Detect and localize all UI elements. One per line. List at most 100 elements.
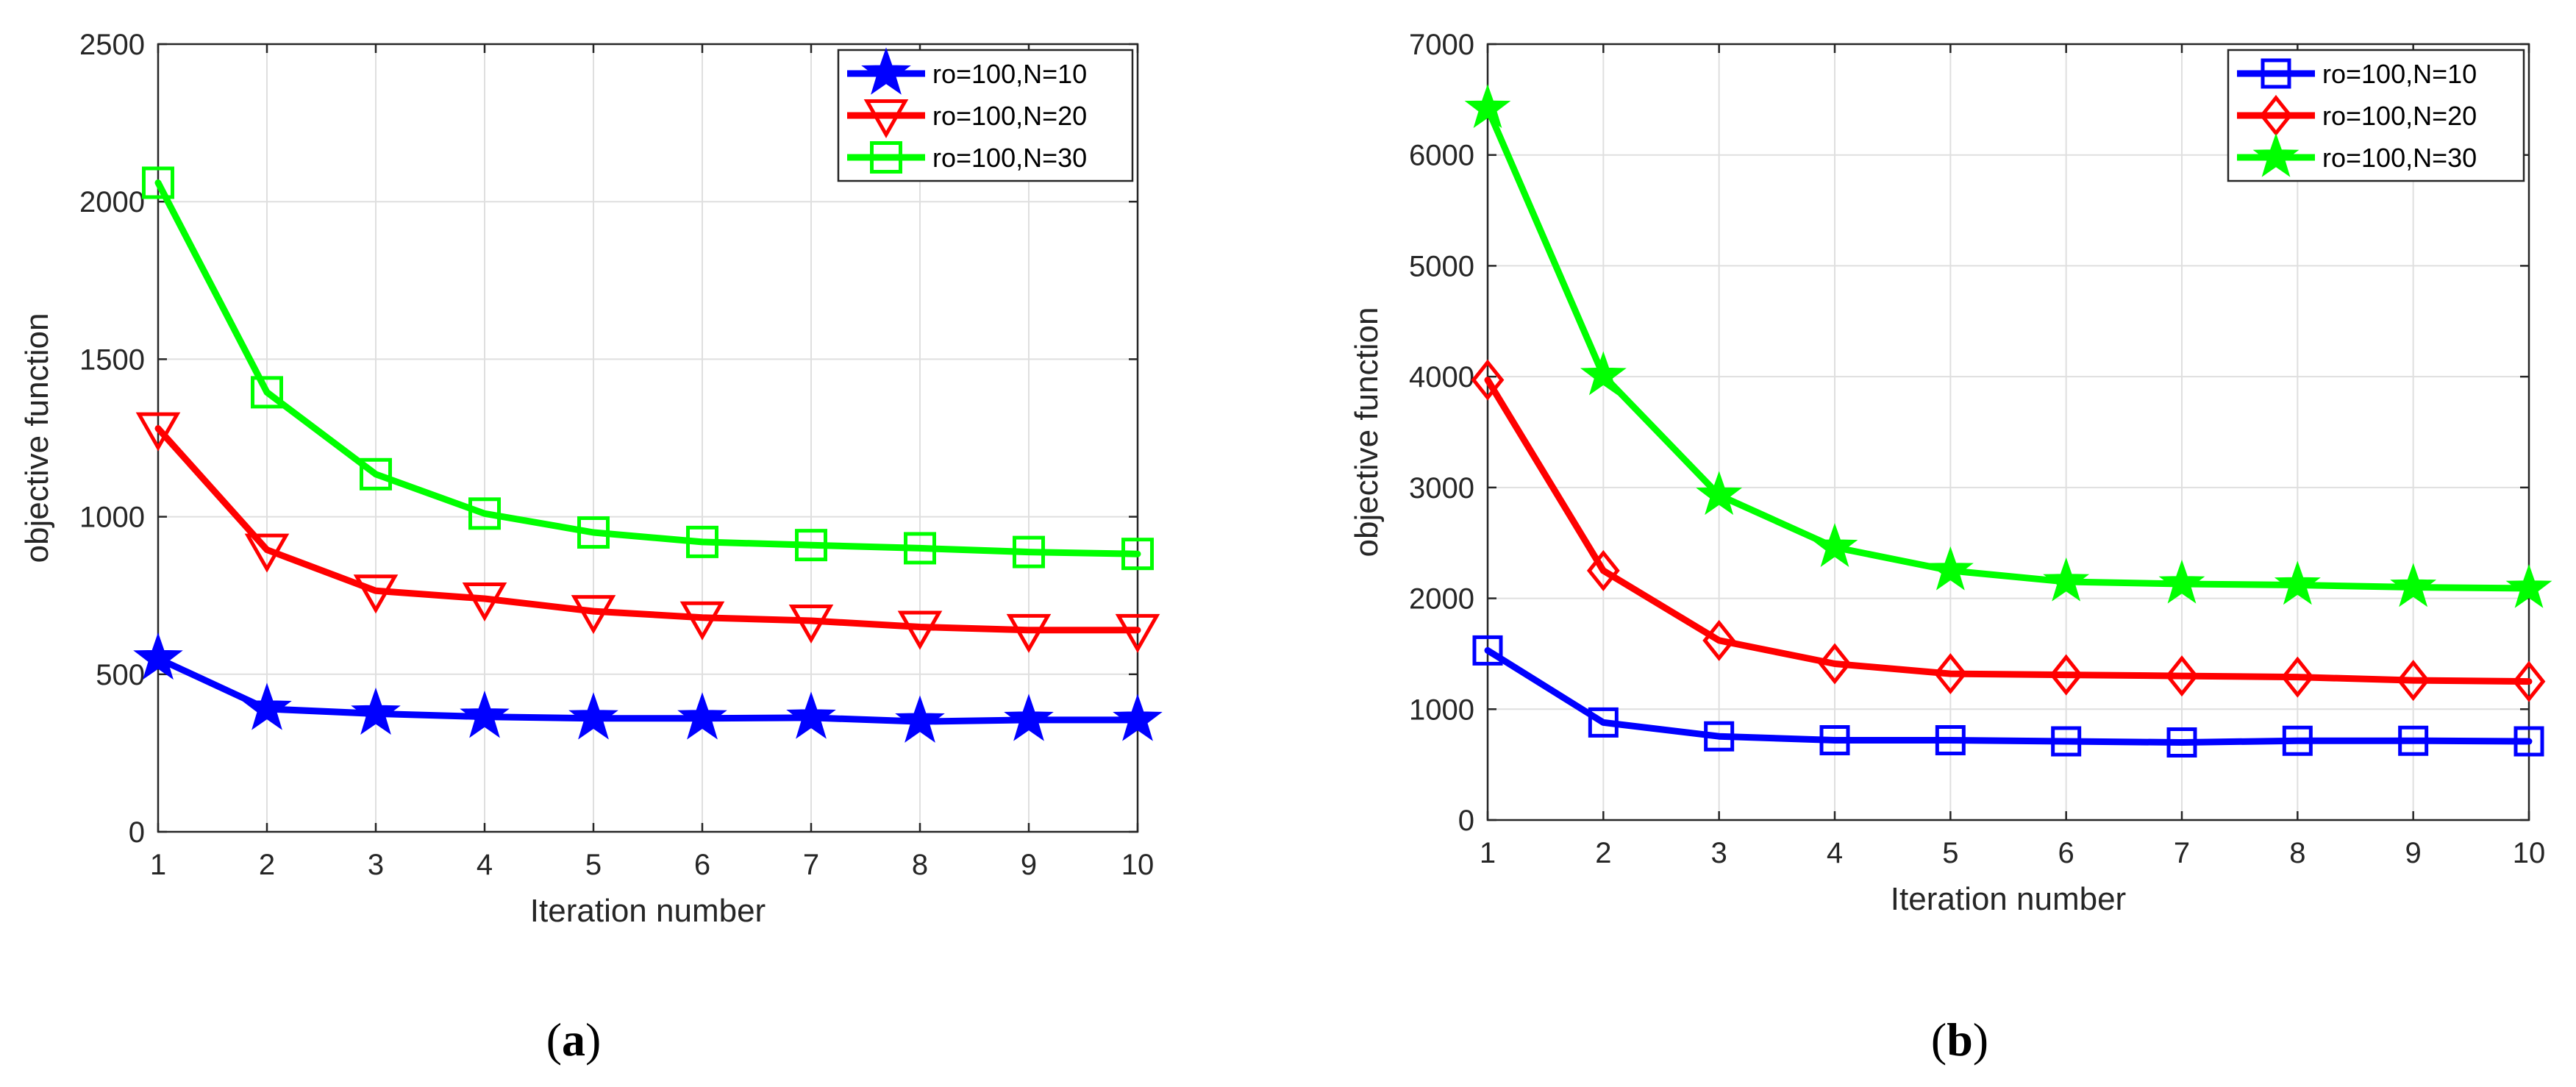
legend-item: ro=100,N=10 bbox=[847, 47, 1087, 95]
data-point bbox=[2390, 563, 2437, 607]
data-point bbox=[2165, 655, 2199, 697]
data-point bbox=[360, 457, 392, 491]
data-point bbox=[686, 525, 718, 558]
y-tick-label: 7000 bbox=[1409, 29, 1474, 61]
legend-marker bbox=[870, 141, 902, 174]
y-tick-label: 500 bbox=[96, 659, 145, 691]
data-point bbox=[795, 529, 827, 562]
data-point bbox=[462, 582, 507, 622]
data-point bbox=[2512, 660, 2546, 702]
x-tick-label: 7 bbox=[803, 849, 819, 881]
data-point bbox=[897, 610, 943, 650]
x-tick-label: 5 bbox=[1942, 837, 1958, 869]
data-point bbox=[577, 516, 610, 549]
chart-panel-a: 1 2 3 4 5 6 7 8 9 10 0 500 1000 1500 2000 2500 Iteration… bbox=[19, 29, 1163, 1066]
data-point bbox=[242, 683, 292, 730]
x-tick-label: 7 bbox=[2174, 837, 2190, 869]
data-point bbox=[1704, 721, 1735, 752]
y-tick-label: 2000 bbox=[79, 186, 145, 218]
data-point bbox=[2051, 726, 2082, 757]
series-line bbox=[1484, 646, 2533, 746]
data-point bbox=[2397, 660, 2430, 702]
axes-box bbox=[1486, 43, 2530, 822]
x-tick-label: 3 bbox=[368, 849, 384, 881]
data-point bbox=[468, 497, 501, 530]
x-tick-label: 1 bbox=[1480, 837, 1496, 869]
data-point bbox=[1933, 653, 1967, 695]
data-point bbox=[568, 692, 618, 740]
legend-label: ro=100,N=10 bbox=[932, 59, 1087, 89]
series-1 bbox=[133, 632, 1163, 743]
y-tick-label: 1000 bbox=[79, 502, 145, 534]
data-point bbox=[1013, 535, 1045, 569]
data-point bbox=[2049, 654, 2083, 696]
legend: ro=100,N=10 ro=100,N=20 ro=100,N=30 bbox=[837, 47, 1134, 182]
legend: ro=100,N=10 ro=100,N=20 ro=100,N=30 bbox=[2227, 49, 2525, 182]
series-line bbox=[154, 425, 1141, 634]
series-line bbox=[1484, 377, 2533, 685]
data-point bbox=[788, 604, 834, 644]
legend-label: ro=100,N=10 bbox=[2322, 59, 2477, 89]
legend-item: ro=100,N=30 bbox=[847, 141, 1087, 174]
legend-label: ro=100,N=30 bbox=[2322, 143, 2477, 173]
x-tick-label: 8 bbox=[2289, 837, 2305, 869]
legend-label: ro=100,N=30 bbox=[932, 143, 1087, 173]
x-tick-label: 10 bbox=[2513, 837, 2546, 869]
panel-caption-letter: b bbox=[1947, 1013, 1973, 1066]
data-point bbox=[1121, 538, 1154, 571]
data-point bbox=[1702, 619, 1736, 661]
data-point bbox=[786, 691, 836, 739]
data-point bbox=[1588, 707, 1619, 738]
x-tick-label: 4 bbox=[477, 849, 493, 881]
data-point bbox=[2274, 560, 2321, 605]
legend-label: ro=100,N=20 bbox=[932, 101, 1087, 131]
legend-item: ro=100,N=10 bbox=[2237, 58, 2477, 89]
legend-marker bbox=[863, 99, 909, 139]
data-point bbox=[142, 166, 174, 199]
data-point bbox=[2043, 557, 2090, 602]
series-2 bbox=[135, 412, 1160, 653]
panel-caption: (b) bbox=[1931, 1013, 1988, 1066]
series-2 bbox=[1471, 359, 2546, 702]
legend-label: ro=100,N=20 bbox=[2322, 101, 2477, 131]
data-point bbox=[1115, 613, 1160, 653]
series-line bbox=[154, 179, 1141, 557]
data-point bbox=[251, 376, 283, 409]
y-axis-label: objective function bbox=[1349, 307, 1385, 557]
data-point bbox=[2280, 656, 2314, 698]
data-point bbox=[2513, 726, 2544, 757]
data-point bbox=[1006, 613, 1052, 653]
legend-item: ro=100,N=20 bbox=[2237, 94, 2477, 137]
series-1 bbox=[1472, 635, 2544, 758]
panel-caption-letter: a bbox=[562, 1013, 585, 1066]
data-point bbox=[133, 632, 183, 680]
x-tick-label: 10 bbox=[1121, 849, 1155, 881]
x-tick-label: 8 bbox=[912, 849, 928, 881]
y-tick-label: 1500 bbox=[79, 343, 145, 376]
y-tick-label: 0 bbox=[129, 816, 145, 849]
data-point bbox=[351, 687, 401, 735]
chart-panel-b: 1 2 3 4 5 6 7 8 9 10 0 1000 2000 3000 4000 5000 6000 7000… bbox=[1349, 29, 2552, 1066]
data-point bbox=[677, 692, 727, 740]
x-tick-label: 2 bbox=[259, 849, 275, 881]
series-line bbox=[154, 655, 1141, 725]
y-axis-label: objective function bbox=[19, 313, 55, 563]
legend-marker bbox=[861, 47, 911, 95]
data-point bbox=[1580, 351, 1627, 396]
data-point bbox=[244, 533, 290, 573]
axes-box bbox=[157, 43, 1139, 833]
y-tick-label: 2500 bbox=[79, 29, 145, 61]
y-tick-label: 4000 bbox=[1409, 361, 1474, 393]
data-point bbox=[1004, 694, 1054, 741]
data-point bbox=[1818, 643, 1852, 685]
x-tick-label: 3 bbox=[1711, 837, 1727, 869]
data-point bbox=[571, 595, 616, 635]
data-point bbox=[1472, 635, 1503, 666]
x-tick-label: 1 bbox=[150, 849, 166, 881]
x-tick-label: 5 bbox=[585, 849, 602, 881]
panel-caption: (a) bbox=[546, 1013, 602, 1066]
x-tick-label: 9 bbox=[2405, 837, 2422, 869]
series-line bbox=[1484, 104, 2533, 592]
data-point bbox=[1811, 523, 1858, 567]
data-point bbox=[904, 532, 936, 565]
